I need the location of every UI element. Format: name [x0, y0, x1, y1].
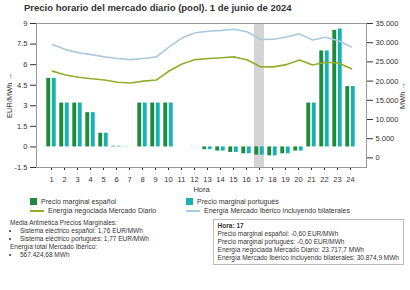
html-text:Energía negociada Mercado Diar: Energía negociada Mercado Diario: 23.717… [217, 246, 364, 253]
svg-text:9: 9 [153, 175, 157, 184]
svg-text:1: 1 [49, 175, 53, 184]
svg-text:6: 6 [23, 60, 27, 69]
svg-text:30.000: 30.000 [376, 38, 399, 47]
svg-text:0: 0 [376, 153, 380, 162]
svg-text:3: 3 [75, 175, 79, 184]
svg-text:Hora: Hora [193, 185, 210, 194]
svg-text:3: 3 [23, 101, 27, 110]
svg-text:2: 2 [62, 175, 66, 184]
svg-text:7: 7 [127, 175, 131, 184]
svg-text:14: 14 [216, 175, 224, 184]
svg-text:1.5: 1.5 [17, 122, 27, 131]
html-text:Sistema eléctrico portugués: 1: Sistema eléctrico portugués: 1,77 EUR/MW… [20, 235, 149, 242]
svg-text:20.000: 20.000 [376, 77, 399, 86]
html-text:Precio marginal español: Precio marginal español [41, 198, 117, 205]
html-text:Media Aritmética Precios Margi: Media Aritmética Precios Marginales: [10, 219, 117, 226]
html-text:Energía Mercado Ibérico incluy: Energía Mercado Ibérico incluyendo bilat… [217, 254, 399, 261]
svg-text:13: 13 [203, 175, 211, 184]
svg-text:6: 6 [114, 175, 118, 184]
svg-text:17: 17 [255, 175, 263, 184]
svg-text:18: 18 [268, 175, 276, 184]
svg-text:10.000: 10.000 [376, 115, 399, 124]
svg-text:24: 24 [346, 175, 354, 184]
svg-text:11: 11 [178, 175, 186, 184]
html-text:567.424,68 MWh: 567.424,68 MWh [20, 251, 70, 258]
html-text:Sistema eléctrico español: 1,7: Sistema eléctrico español: 1,76 EUR/MWh [20, 227, 143, 234]
html-text:Precio marginal portugués: -0,: Precio marginal portugués: -0,60 EUR/MWh [217, 238, 345, 245]
html-text:Energía total Mercado Ibérico:: Energía total Mercado Ibérico: [10, 243, 98, 250]
svg-text:23: 23 [333, 175, 341, 184]
svg-text:22: 22 [320, 175, 328, 184]
svg-text:12: 12 [190, 175, 198, 184]
html-text:Hora: 17: Hora: 17 [217, 222, 244, 229]
svg-text:4.5: 4.5 [17, 81, 27, 90]
svg-text:5.000: 5.000 [376, 134, 395, 143]
svg-text:8: 8 [140, 175, 144, 184]
svg-text:25.000: 25.000 [376, 57, 399, 66]
svg-text:20: 20 [294, 175, 302, 184]
svg-text:MWh →: MWh → [398, 82, 407, 109]
svg-text:EUR/MWh →: EUR/MWh → [5, 73, 14, 118]
html-text:Precio horario del mercado dia: Precio horario del mercado diario (pool)… [24, 2, 292, 13]
svg-text:21: 21 [307, 175, 315, 184]
svg-text:19: 19 [281, 175, 289, 184]
svg-text:5: 5 [101, 175, 105, 184]
svg-text:10: 10 [164, 175, 172, 184]
svg-text:35.000: 35.000 [376, 19, 399, 28]
svg-text:7.5: 7.5 [17, 39, 27, 48]
svg-text:0: 0 [23, 142, 27, 151]
svg-text:15: 15 [229, 175, 237, 184]
html-text:Precio marginal español: -0,60: Precio marginal español: -0,60 EUR/MWh [217, 230, 339, 237]
svg-text:-1.5: -1.5 [15, 163, 28, 172]
svg-text:16: 16 [242, 175, 250, 184]
html-text:Energía Mercado Ibérico incluy: Energía Mercado Ibérico incluyendo bilat… [204, 207, 350, 214]
svg-text:9: 9 [23, 19, 27, 28]
html-text:Energía negociada Mercado Diar: Energía negociada Mercado Diario [48, 207, 157, 214]
html-text:Precio marginal portugués: Precio marginal portugués [197, 198, 279, 205]
svg-text:4: 4 [88, 175, 92, 184]
svg-text:15.000: 15.000 [376, 96, 399, 105]
